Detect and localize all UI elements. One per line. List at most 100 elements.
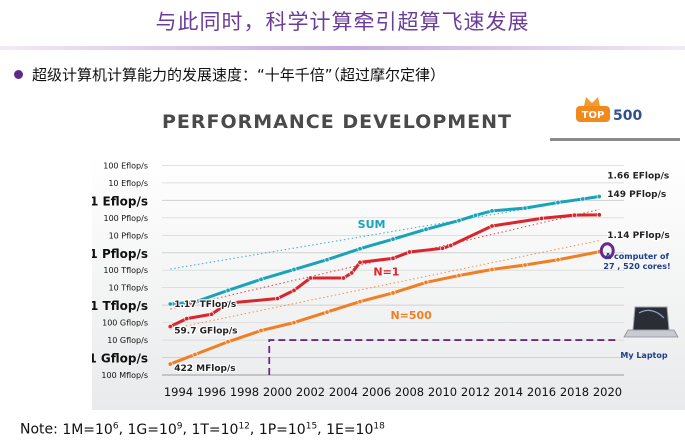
series-point-sum: [472, 212, 478, 218]
y-tick-label: 1 Tflop/s: [92, 299, 148, 313]
series-point-n1: [184, 316, 190, 322]
y-tick-label: 10 Eflop/s: [108, 179, 148, 188]
series-line-n1: [169, 213, 600, 328]
x-tick-label: 2004: [329, 385, 358, 399]
series-point-sum: [258, 276, 264, 282]
series-point-n500: [192, 351, 198, 357]
series-name-label: SUM: [358, 218, 386, 231]
series-point-sum: [324, 257, 330, 263]
laptop-wallpaper-icon: [638, 309, 665, 319]
note-exponent: 6: [112, 421, 119, 431]
series-point-n1: [167, 324, 173, 330]
x-tick-label: 2016: [527, 385, 556, 399]
top500-crown-icon: [584, 97, 600, 106]
series-point-n500: [291, 320, 297, 326]
x-tick-label: 2010: [428, 385, 457, 399]
series-point-sum: [225, 287, 231, 293]
series-line-n500: [169, 250, 600, 366]
note-item: 1P=1015: [258, 421, 318, 438]
y-tick-label: 10 Gflop/s: [107, 336, 148, 345]
title-bar: [550, 138, 680, 141]
trend-line-sum: [170, 196, 600, 270]
value-annotation: 59.7 GFlop/s: [174, 327, 237, 337]
series-point-sum: [167, 301, 173, 307]
x-tick-label: 2000: [263, 385, 292, 399]
series-point-sum: [489, 208, 495, 214]
unit-note: Note: 1M=106, 1G=109, 1T=1012, 1P=1015, …: [20, 421, 385, 438]
series-point-n500: [456, 272, 462, 278]
value-annotation: 1.66 EFlop/s: [607, 172, 669, 182]
note-item: 1E=1018: [326, 421, 385, 438]
series-name-label: N=500: [390, 309, 432, 322]
series-point-sum: [522, 205, 528, 211]
x-tick-label: 2020: [593, 385, 622, 399]
x-tick-label: 2008: [395, 385, 424, 399]
x-tick-label: 1994: [164, 385, 193, 399]
series-point-n500: [258, 328, 264, 334]
series-point-n500: [423, 279, 429, 285]
x-tick-label: 1998: [230, 385, 259, 399]
series-point-n1: [349, 270, 355, 276]
performance-chart: PERFORMANCE DEVELOPMENT TOP 500 100 Mflop/s…: [92, 92, 685, 410]
series-point-n1: [357, 259, 363, 265]
series-point-sum: [291, 267, 297, 273]
laptop-reference-line: [268, 339, 618, 375]
x-tick-label: 1996: [197, 385, 226, 399]
series-point-n1: [489, 223, 495, 229]
laptop-equivalent-marker: [599, 242, 615, 260]
note-exponent: 12: [238, 421, 250, 431]
series-point-n1: [538, 215, 544, 221]
y-tick-label: 10 Tflop/s: [109, 284, 148, 293]
chart-title: PERFORMANCE DEVELOPMENT: [162, 111, 512, 133]
series-point-n500: [357, 299, 363, 305]
trend-line-n500: [170, 240, 600, 330]
series-point-n1: [225, 300, 231, 306]
bullet-dot-icon: [14, 70, 23, 79]
y-tick-label: 100 Tflop/s: [103, 266, 148, 275]
series-point-sum: [580, 196, 586, 202]
y-tick-label: 1 Eflop/s: [92, 194, 148, 208]
y-tick-label: 10 Pflop/s: [109, 231, 148, 240]
x-tick-label: 2014: [494, 385, 523, 399]
series-point-n1: [390, 255, 396, 261]
note-exponent: 18: [373, 421, 385, 431]
series-point-n1: [308, 275, 314, 281]
value-annotation: 1.17 TFlop/s: [174, 300, 236, 310]
note-item: 1M=106: [62, 421, 119, 438]
top500-logo-left: TOP: [582, 110, 605, 121]
series-point-sum: [555, 200, 561, 206]
note-exponent: 9: [176, 421, 183, 431]
value-annotation: 149 PFlop/s: [607, 190, 666, 200]
series-point-n1: [341, 275, 347, 281]
y-tick-label: 100 Pflop/s: [103, 214, 148, 223]
series-point-n1: [209, 311, 215, 317]
series-point-n500: [390, 290, 396, 296]
series-point-n1: [439, 245, 445, 251]
note-item: 1T=1012: [191, 421, 250, 438]
value-annotation: 1.14 PFlop/s: [607, 231, 669, 241]
slide-title: 与此同时，科学计算牵引超算飞速发展: [155, 10, 530, 34]
y-tick-label: 100 Mflop/s: [101, 371, 148, 380]
x-tick-label: 2002: [296, 385, 325, 399]
series-point-n500: [522, 262, 528, 268]
series-point-n1: [406, 249, 412, 255]
y-tick-label: 100 Eflop/s: [103, 161, 148, 170]
x-tick-label: 2018: [560, 385, 589, 399]
series-point-n500: [225, 339, 231, 345]
series-point-n1: [448, 243, 454, 249]
x-tick-label: 2012: [461, 385, 490, 399]
series-line-sum: [170, 195, 600, 306]
computer-cores-note: A computer of: [605, 252, 669, 261]
series-point-sum: [390, 236, 396, 242]
series-point-sum: [596, 194, 602, 200]
series-point-n1: [275, 296, 281, 302]
series-point-n500: [489, 267, 495, 273]
series-point-sum: [456, 218, 462, 224]
y-tick-label: 100 Gflop/s: [102, 319, 148, 328]
laptop-label: My Laptop: [620, 351, 668, 360]
series-point-n500: [555, 257, 561, 263]
bullet-text: 超级计算机计算能力的发展速度：“十年千倍”（超过摩尔定律）: [32, 66, 446, 84]
series-point-n1: [291, 287, 297, 293]
bullet-point: 超级计算机计算能力的发展速度：“十年千倍”（超过摩尔定律）: [14, 64, 445, 85]
series-name-label: N=1: [373, 265, 399, 278]
